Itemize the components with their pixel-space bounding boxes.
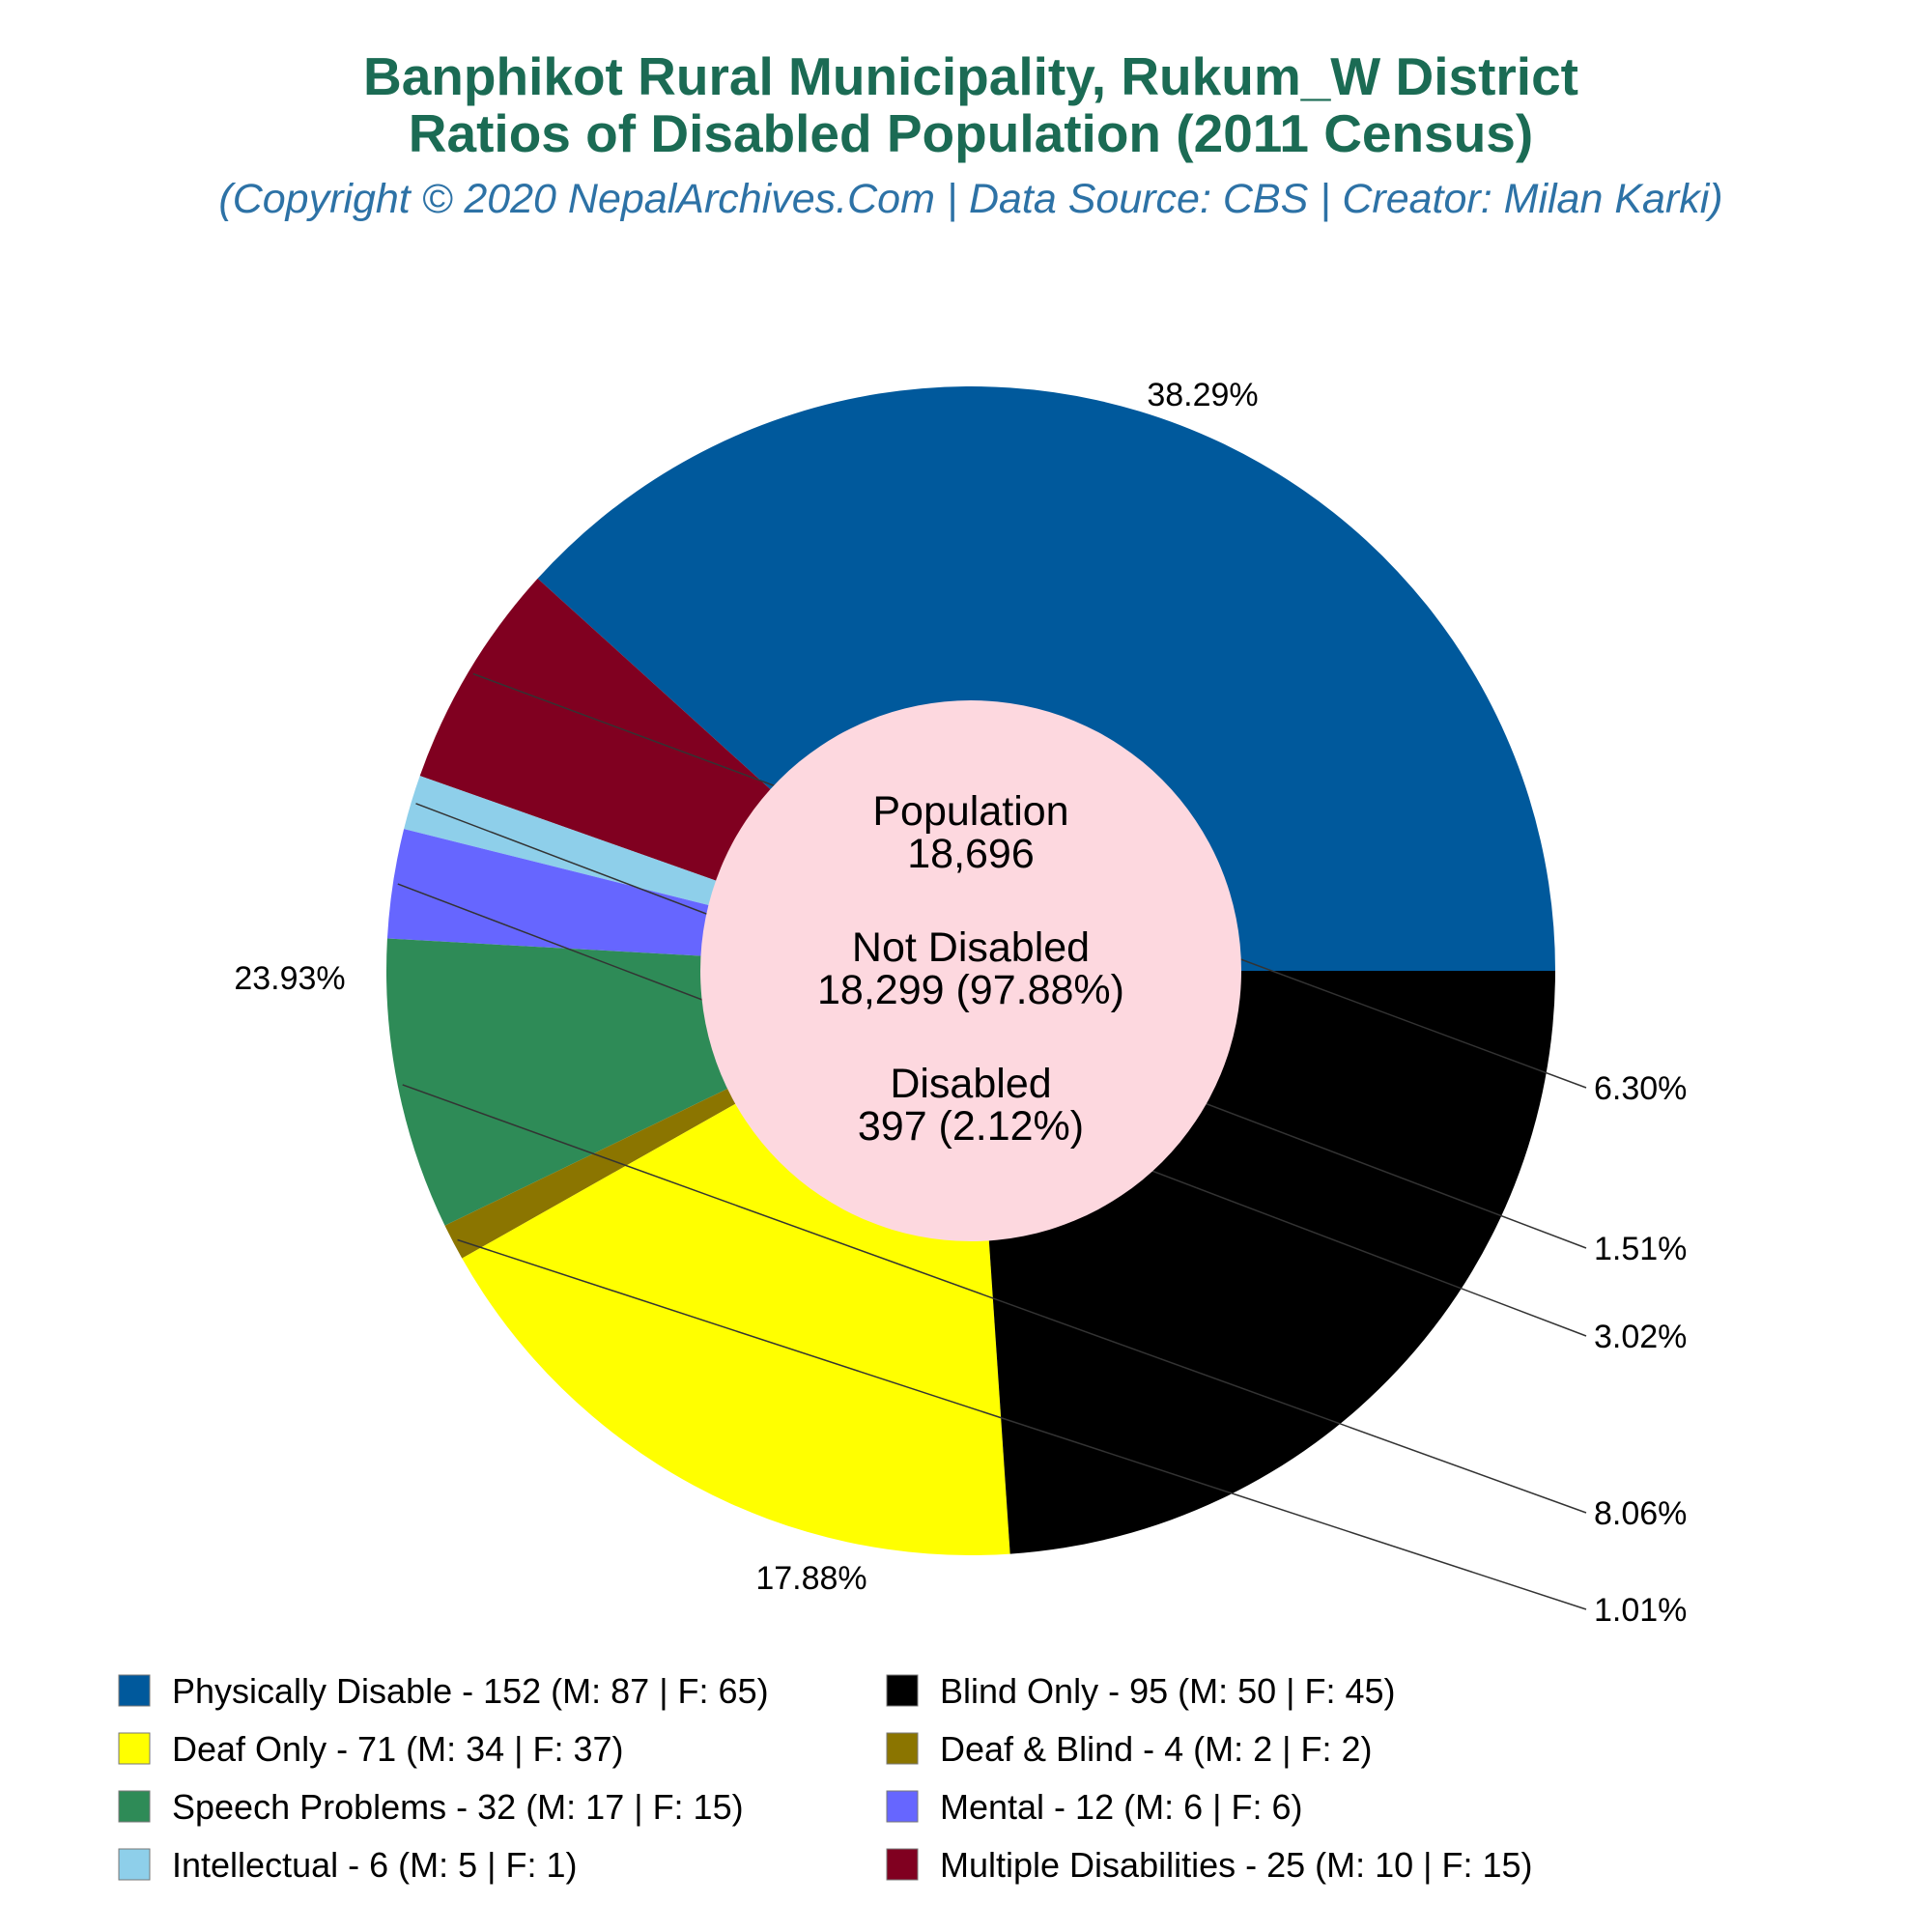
legend-label: Blind Only - 95 (M: 50 | F: 45) xyxy=(940,1671,1396,1711)
legend-swatch xyxy=(886,1732,919,1765)
legend-swatch xyxy=(886,1848,919,1881)
slice-percentage-label: 6.30% xyxy=(1594,1070,1687,1107)
slice-percentage-label: 8.06% xyxy=(1594,1495,1687,1532)
slice-percentage-label: 23.93% xyxy=(234,960,345,997)
chart-title-line2: Ratios of Disabled Population (2011 Cens… xyxy=(409,103,1533,163)
population-label: Population xyxy=(872,788,1068,835)
legend-label: Multiple Disabilities - 25 (M: 10 | F: 1… xyxy=(940,1845,1533,1885)
legend: Physically Disable - 152 (M: 87 | F: 65)… xyxy=(118,1671,1533,1885)
legend-label: Mental - 12 (M: 6 | F: 6) xyxy=(940,1787,1302,1827)
slice-percentage-label: 38.29% xyxy=(1147,377,1258,413)
slice-percentage-label: 3.02% xyxy=(1594,1319,1687,1355)
population-value: 18,696 xyxy=(907,831,1035,877)
not-disabled-label: Not Disabled xyxy=(852,924,1090,971)
legend-swatch xyxy=(118,1790,151,1823)
legend-label: Intellectual - 6 (M: 5 | F: 1) xyxy=(172,1845,577,1885)
slice-percentage-label: 1.51% xyxy=(1594,1231,1687,1267)
legend-swatch xyxy=(886,1790,919,1823)
slice-percentage-label: 17.88% xyxy=(755,1560,867,1597)
disabled-label: Disabled xyxy=(890,1061,1051,1107)
legend-label: Deaf Only - 71 (M: 34 | F: 37) xyxy=(172,1729,624,1769)
chart-subtitle: (Copyright © 2020 NepalArchives.Com | Da… xyxy=(218,176,1722,222)
percentage-labels: 38.29% 6.30% 1.51% 3.02% 8.06% 1.01% 17.88% 23.… xyxy=(234,377,1687,1629)
disabled-value: 397 (2.12%) xyxy=(858,1103,1084,1150)
chart-title-line1: Banphikot Rural Municipality, Rukum_W Di… xyxy=(363,46,1578,106)
pie-slice xyxy=(537,385,1555,971)
legend-swatch xyxy=(118,1848,151,1881)
not-disabled-value: 18,299 (97.88%) xyxy=(817,967,1124,1013)
callout-line xyxy=(402,1084,1587,1514)
legend-label: Physically Disable - 152 (M: 87 | F: 65) xyxy=(172,1671,769,1711)
legend-label: Speech Problems - 32 (M: 17 | F: 15) xyxy=(172,1787,744,1827)
callout-line xyxy=(457,1238,1587,1610)
legend-swatch xyxy=(118,1674,151,1707)
center-info: Population 18,696 Not Disabled 18,299 (9… xyxy=(817,788,1124,1150)
slice-percentage-label: 1.01% xyxy=(1594,1592,1687,1629)
legend-label: Deaf & Blind - 4 (M: 2 | F: 2) xyxy=(940,1729,1373,1769)
center-circle xyxy=(700,700,1241,1241)
legend-swatch xyxy=(118,1732,151,1765)
legend-swatch xyxy=(886,1674,919,1707)
